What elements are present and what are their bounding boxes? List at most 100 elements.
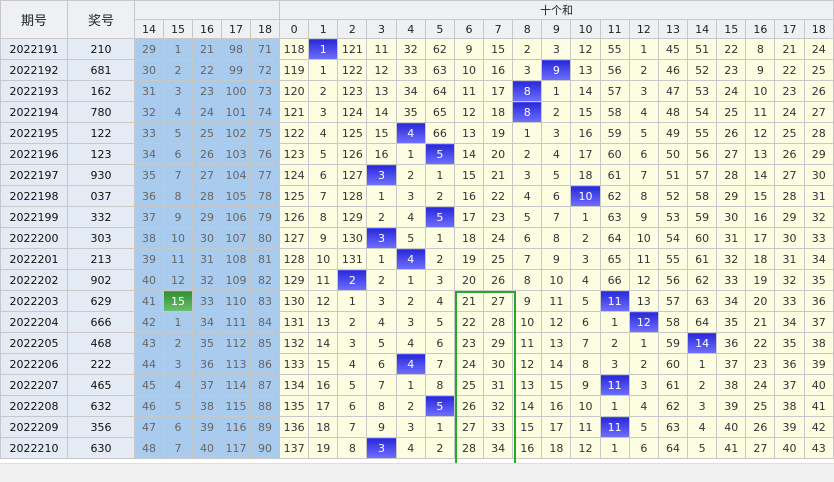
right-cell: 6 [424,332,455,354]
left-cell: 71 [249,38,281,60]
issue: 2022203 [0,290,68,312]
right-cell: 24 [803,38,834,60]
right-cell: 36 [716,332,747,354]
right-cell: 54 [687,101,718,123]
left-cell: 109 [221,269,251,291]
left-cell: 11 [163,248,193,270]
right-cell: 18 [570,164,601,186]
right-cell: 1 [570,206,601,228]
data-row: 2022192 681 30 2 22 99 72 119 1 122 12 33 63 10 16 3 9 13… [0,59,834,81]
column-header: 17 [221,19,251,39]
right-cell: 3 [395,185,426,207]
right-cell: 34 [395,80,426,102]
right-cell: 5 [424,143,455,165]
left-cell: 41 [134,290,164,312]
issue: 2022195 [0,122,68,144]
right-cell: 40 [716,416,747,438]
left-cell: 15 [163,290,193,312]
right-cell: 125 [279,185,310,207]
right-cell: 53 [657,206,689,228]
right-cell: 61 [657,374,689,396]
right-cell: 1 [395,143,426,165]
right-cell: 38 [774,395,805,417]
right-cell: 4 [366,311,397,333]
issue: 2022208 [0,395,68,417]
left-cell: 29 [134,38,164,60]
right-cell: 35 [716,311,747,333]
right-cell: 11 [308,269,339,291]
left-cell: 35 [134,164,164,186]
right-cell: 10 [512,311,543,333]
right-cell: 9 [745,59,776,81]
right-cell: 5 [337,374,368,396]
right-cell: 132 [279,332,310,354]
left-cell: 28 [192,185,222,207]
number: 632 [67,395,135,417]
left-cell: 1 [163,311,193,333]
right-cell: 134 [279,374,310,396]
right-cell: 56 [687,143,718,165]
left-cell: 39 [134,248,164,270]
right-cell: 18 [541,437,572,459]
left-cell: 100 [221,80,251,102]
right-cell: 13 [541,332,572,354]
right-cell: 23 [716,59,747,81]
left-cell: 78 [249,185,281,207]
scrollbar[interactable] [0,463,834,482]
data-row: 2022207 465 45 4 37 114 87 134 16 5 7 1 8 25 31 13 15 9 11… [0,374,834,396]
right-cell: 58 [687,185,718,207]
right-cell: 4 [628,395,659,417]
right-cell: 21 [774,38,805,60]
right-cell: 33 [716,269,747,291]
left-cell: 7 [163,437,193,459]
data-row: 2022193 162 31 3 23 100 73 120 2 123 13 34 64 11 17 8 1 1… [0,80,834,102]
left-cell: 74 [249,101,281,123]
right-cell: 25 [716,101,747,123]
number: 465 [67,374,135,396]
right-cell: 8 [628,185,659,207]
right-cell: 21 [483,164,514,186]
right-cell: 15 [366,122,397,144]
right-cell: 9 [541,248,572,270]
right-cell: 19 [745,269,776,291]
right-cell: 123 [279,143,310,165]
right-cell: 1 [628,332,659,354]
right-cell: 6 [308,164,339,186]
right-cell: 2 [599,332,630,354]
right-cell: 126 [279,206,310,228]
right-cell: 3 [512,59,543,81]
left-cell: 77 [249,164,281,186]
column-header: 15 [716,19,747,39]
right-cell: 22 [745,332,776,354]
left-cell: 8 [163,185,193,207]
header-row: 14 15 16 17 18 0 1 2 3 4 5 6 7 8 9 10 11 12 13 14 15 16 17 18 [1,19,834,39]
left-cell: 84 [249,311,281,333]
right-cell: 2 [308,80,339,102]
right-cell: 30 [774,227,805,249]
right-cell: 5 [366,332,397,354]
number: 681 [67,59,135,81]
right-cell: 11 [745,101,776,123]
column-header: 13 [657,19,689,39]
right-cell: 58 [599,101,630,123]
right-cell: 17 [483,80,514,102]
column-header: 0 [279,19,310,39]
right-cell: 15 [570,101,601,123]
right-cell: 23 [745,353,776,375]
issue: 2022193 [0,80,68,102]
right-cell: 4 [308,122,339,144]
right-cell: 12 [541,311,572,333]
right-cell: 3 [366,227,397,249]
number: 222 [67,353,135,375]
right-cell: 4 [395,353,426,375]
right-cell: 26 [716,122,747,144]
right-cell: 52 [657,185,689,207]
right-cell: 2 [395,395,426,417]
right-cell: 22 [716,38,747,60]
right-cell: 3 [366,164,397,186]
right-cell: 52 [687,59,718,81]
left-cell: 76 [249,143,281,165]
column-header: 16 [192,19,222,39]
number: 666 [67,311,135,333]
left-cell: 5 [163,395,193,417]
